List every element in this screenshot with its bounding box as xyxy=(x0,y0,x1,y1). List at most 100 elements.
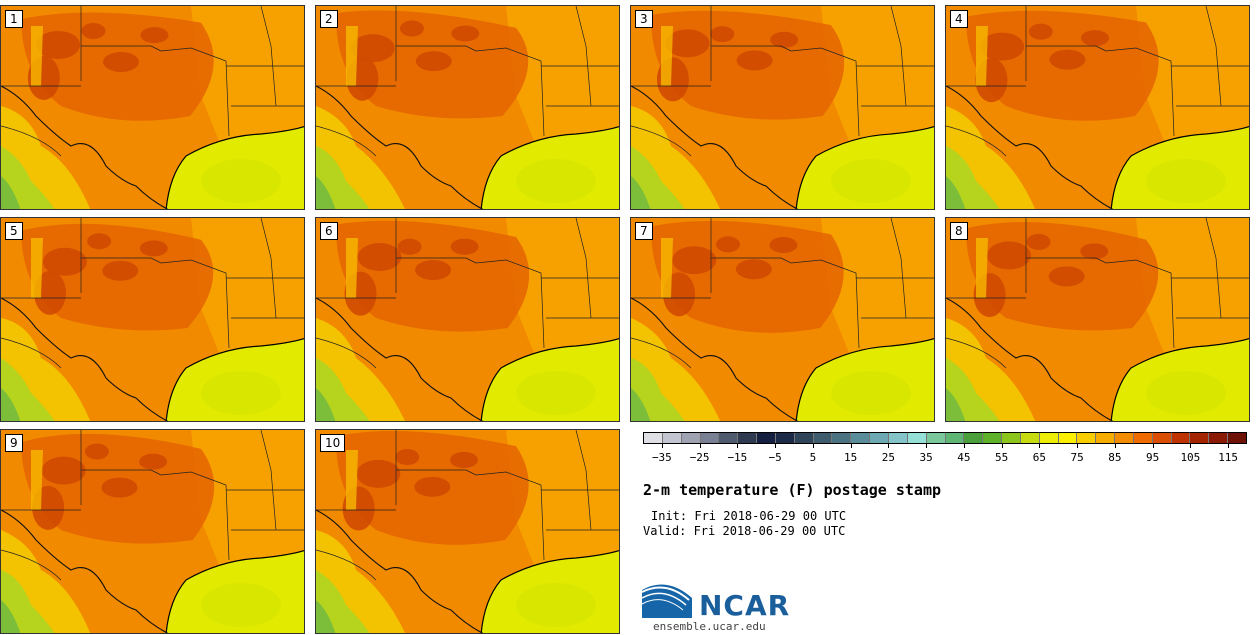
temperature-map xyxy=(631,218,934,421)
colorbar-swatch xyxy=(851,433,871,443)
colorbar-swatch xyxy=(907,433,927,443)
colorbar-swatch xyxy=(870,433,889,443)
tick-label: 45 xyxy=(957,451,971,464)
panel-8: 8 xyxy=(945,217,1250,422)
colorbar-swatch xyxy=(888,433,908,443)
tick-label: 35 xyxy=(919,451,933,464)
tick-mark xyxy=(926,444,928,448)
tick-mark xyxy=(1001,444,1003,448)
colorbar xyxy=(643,432,1247,444)
panel-number: 1 xyxy=(5,10,23,28)
colorbar-swatch xyxy=(983,433,1003,443)
init-time: Init: Fri 2018-06-29 00 UTC xyxy=(651,509,847,523)
tick-label: 5 xyxy=(809,451,817,464)
tick-label: 115 xyxy=(1218,451,1239,464)
tick-mark xyxy=(1228,444,1230,448)
tick-label: −25 xyxy=(689,451,710,464)
colorbar-swatch xyxy=(1039,433,1059,443)
tick-mark xyxy=(1039,444,1041,448)
panel-number: 10 xyxy=(320,434,346,452)
colorbar-swatch xyxy=(1152,433,1172,443)
colorbar-swatch xyxy=(794,433,814,443)
colorbar-swatch xyxy=(662,433,682,443)
tick-mark xyxy=(775,444,777,448)
colorbar-swatch xyxy=(1077,433,1097,443)
ncar-logo-icon xyxy=(642,584,692,618)
tick-label: −35 xyxy=(651,451,672,464)
tick-mark xyxy=(1114,444,1116,448)
tick-label: −15 xyxy=(727,451,748,464)
panel-number: 6 xyxy=(320,222,338,240)
colorbar-swatch xyxy=(813,433,833,443)
colorbar-swatch xyxy=(738,433,758,443)
colorbar-swatch xyxy=(1058,433,1078,443)
panel-number: 7 xyxy=(635,222,653,240)
temperature-map xyxy=(316,430,619,633)
panel-6: 6 xyxy=(315,217,620,422)
tick-label: 15 xyxy=(844,451,858,464)
tick-mark xyxy=(1190,444,1192,448)
panel-5: 5 xyxy=(0,217,305,422)
tick-label: 65 xyxy=(1032,451,1046,464)
temperature-map xyxy=(946,6,1249,209)
colorbar-swatch xyxy=(1209,433,1229,443)
tick-label: −5 xyxy=(768,451,782,464)
colorbar-swatch xyxy=(945,433,965,443)
panel-number: 9 xyxy=(5,434,23,452)
tick-label: 105 xyxy=(1180,451,1201,464)
panel-number: 5 xyxy=(5,222,23,240)
colorbar-swatch xyxy=(757,433,776,443)
panel-2: 2 xyxy=(315,5,620,210)
temperature-map xyxy=(631,6,934,209)
colorbar-swatch xyxy=(1228,433,1246,443)
temperature-map xyxy=(316,6,619,209)
panel-3: 3 xyxy=(630,5,935,210)
panel-4: 4 xyxy=(945,5,1250,210)
colorbar-swatch xyxy=(1190,433,1210,443)
panel-7: 7 xyxy=(630,217,935,422)
colorbar-swatch xyxy=(1115,433,1134,443)
temperature-map xyxy=(1,6,304,209)
panel-number: 4 xyxy=(950,10,968,28)
colorbar-swatch xyxy=(1002,433,1021,443)
logo-name: NCAR xyxy=(699,589,791,622)
temperature-map xyxy=(316,218,619,421)
colorbar-swatch xyxy=(1133,433,1153,443)
tick-label: 95 xyxy=(1146,451,1160,464)
colorbar-swatch xyxy=(719,433,739,443)
tick-mark xyxy=(699,444,701,448)
tick-mark xyxy=(963,444,965,448)
colorbar-swatch xyxy=(964,433,984,443)
panel-number: 2 xyxy=(320,10,338,28)
tick-mark xyxy=(1152,444,1154,448)
tick-label: 25 xyxy=(881,451,895,464)
tick-mark xyxy=(888,444,890,448)
tick-mark xyxy=(661,444,663,448)
colorbar-swatch xyxy=(681,433,701,443)
panel-10: 10 xyxy=(315,429,620,634)
colorbar-swatch xyxy=(644,433,663,443)
colorbar-swatch xyxy=(1096,433,1116,443)
temperature-map xyxy=(1,218,304,421)
panel-9: 9 xyxy=(0,429,305,634)
tick-label: 85 xyxy=(1108,451,1122,464)
colorbar-swatch xyxy=(832,433,852,443)
colorbar-swatch xyxy=(1171,433,1191,443)
panel-1: 1 xyxy=(0,5,305,210)
panel-number: 8 xyxy=(950,222,968,240)
logo-url: ensemble.ucar.edu xyxy=(653,620,766,633)
colorbar-swatch xyxy=(775,433,795,443)
tick-mark xyxy=(737,444,739,448)
tick-label: 55 xyxy=(995,451,1009,464)
colorbar-swatch xyxy=(700,433,720,443)
tick-label: 75 xyxy=(1070,451,1084,464)
tick-mark xyxy=(1077,444,1079,448)
tick-mark xyxy=(812,444,814,448)
colorbar-ticks: −35 −25 −15 −5 5 15 25 35 45 55 65 75 85 95 105 115 xyxy=(643,444,1247,464)
panel-number: 3 xyxy=(635,10,653,28)
temperature-map xyxy=(1,430,304,633)
tick-mark xyxy=(850,444,852,448)
colorbar-swatch xyxy=(1020,433,1040,443)
colorbar-swatch xyxy=(926,433,946,443)
valid-time: Valid: Fri 2018-06-29 00 UTC xyxy=(643,524,846,538)
